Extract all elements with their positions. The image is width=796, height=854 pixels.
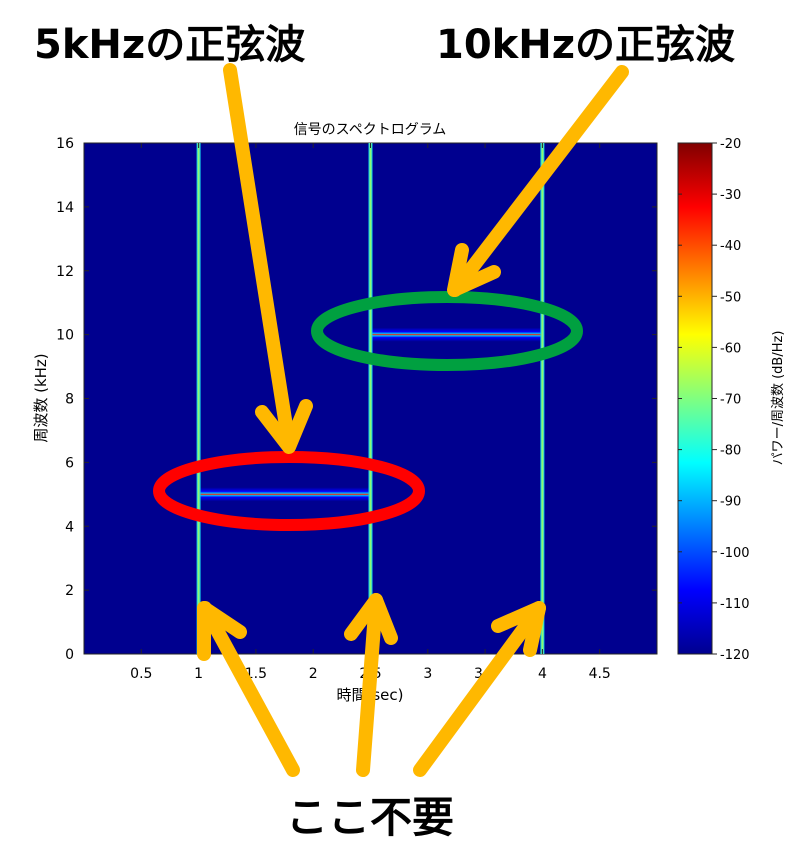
arrow-to-transient-3 <box>413 601 546 777</box>
colorbar-tick-label: -20 <box>720 137 741 152</box>
y-tick-label: 12 <box>56 264 74 280</box>
y-tick-label: 2 <box>65 583 74 599</box>
green-ellipse <box>311 291 583 371</box>
x-tick-label: 4 <box>538 666 547 682</box>
transient-line-2 <box>368 143 373 654</box>
arrow-to-transient-1 <box>197 601 300 777</box>
y-tick-label: 4 <box>65 519 74 535</box>
colorbar-tick-label: -70 <box>720 393 741 408</box>
tone-band-2 <box>370 327 543 342</box>
y-tick-label: 16 <box>56 136 74 152</box>
transient-lines <box>196 143 545 654</box>
y-tick-label: 6 <box>65 455 74 471</box>
chart-title: 信号のスペクトログラム <box>294 122 447 138</box>
colorbar-tick-label: -40 <box>720 239 741 254</box>
y-tick-label: 14 <box>56 200 74 216</box>
colorbar-tick-label: -80 <box>720 444 741 459</box>
colorbar-axis: -20 -30 -40 -50 -60 -70 -80 -90 -100 -110 -120 <box>678 137 750 663</box>
y-tick-label: 0 <box>65 647 74 663</box>
label-unneeded: ここ不要 <box>286 793 454 842</box>
transient-line-3 <box>540 143 545 654</box>
x-tick-label: 1 <box>194 666 203 682</box>
label-10khz: 10kHzの正弦波 <box>436 22 735 68</box>
annotation-overlay: 5kHzの正弦波 10kHzの正弦波 ここ不要 <box>34 22 735 842</box>
y-tick-label: 10 <box>56 328 74 344</box>
tone-bands <box>198 327 543 502</box>
tone-band-1 <box>198 487 371 502</box>
label-5khz: 5kHzの正弦波 <box>34 22 305 68</box>
y-axis: 0 2 4 6 8 10 12 14 16 <box>56 136 657 663</box>
transient-line-1 <box>196 143 201 654</box>
colorbar <box>677 142 713 655</box>
arrow-to-10khz <box>447 65 629 297</box>
x-tick-label: 2 <box>309 666 318 682</box>
x-tick-label: 4.5 <box>589 666 611 682</box>
colorbar-tick-label: -100 <box>720 546 750 561</box>
y-tick-label: 8 <box>65 392 74 408</box>
colorbar-tick-label: -110 <box>720 597 750 612</box>
y-axis-label: 周波数 (kHz) <box>32 353 50 442</box>
colorbar-tick-label: -50 <box>720 290 741 305</box>
arrow-to-transient-2 <box>344 593 398 777</box>
x-tick-label: 0.5 <box>130 666 152 682</box>
colorbar-tick-label: -60 <box>720 341 741 356</box>
colorbar-tick-label: -90 <box>720 495 741 510</box>
red-ellipse <box>153 451 425 531</box>
colorbar-tick-label: -120 <box>720 648 750 663</box>
colorbar-label: パワー/周波数 (dB/Hz) <box>771 331 786 466</box>
arrow-to-5khz <box>223 63 313 454</box>
colorbar-tick-label: -30 <box>720 188 741 203</box>
x-tick-label: 3 <box>423 666 432 682</box>
